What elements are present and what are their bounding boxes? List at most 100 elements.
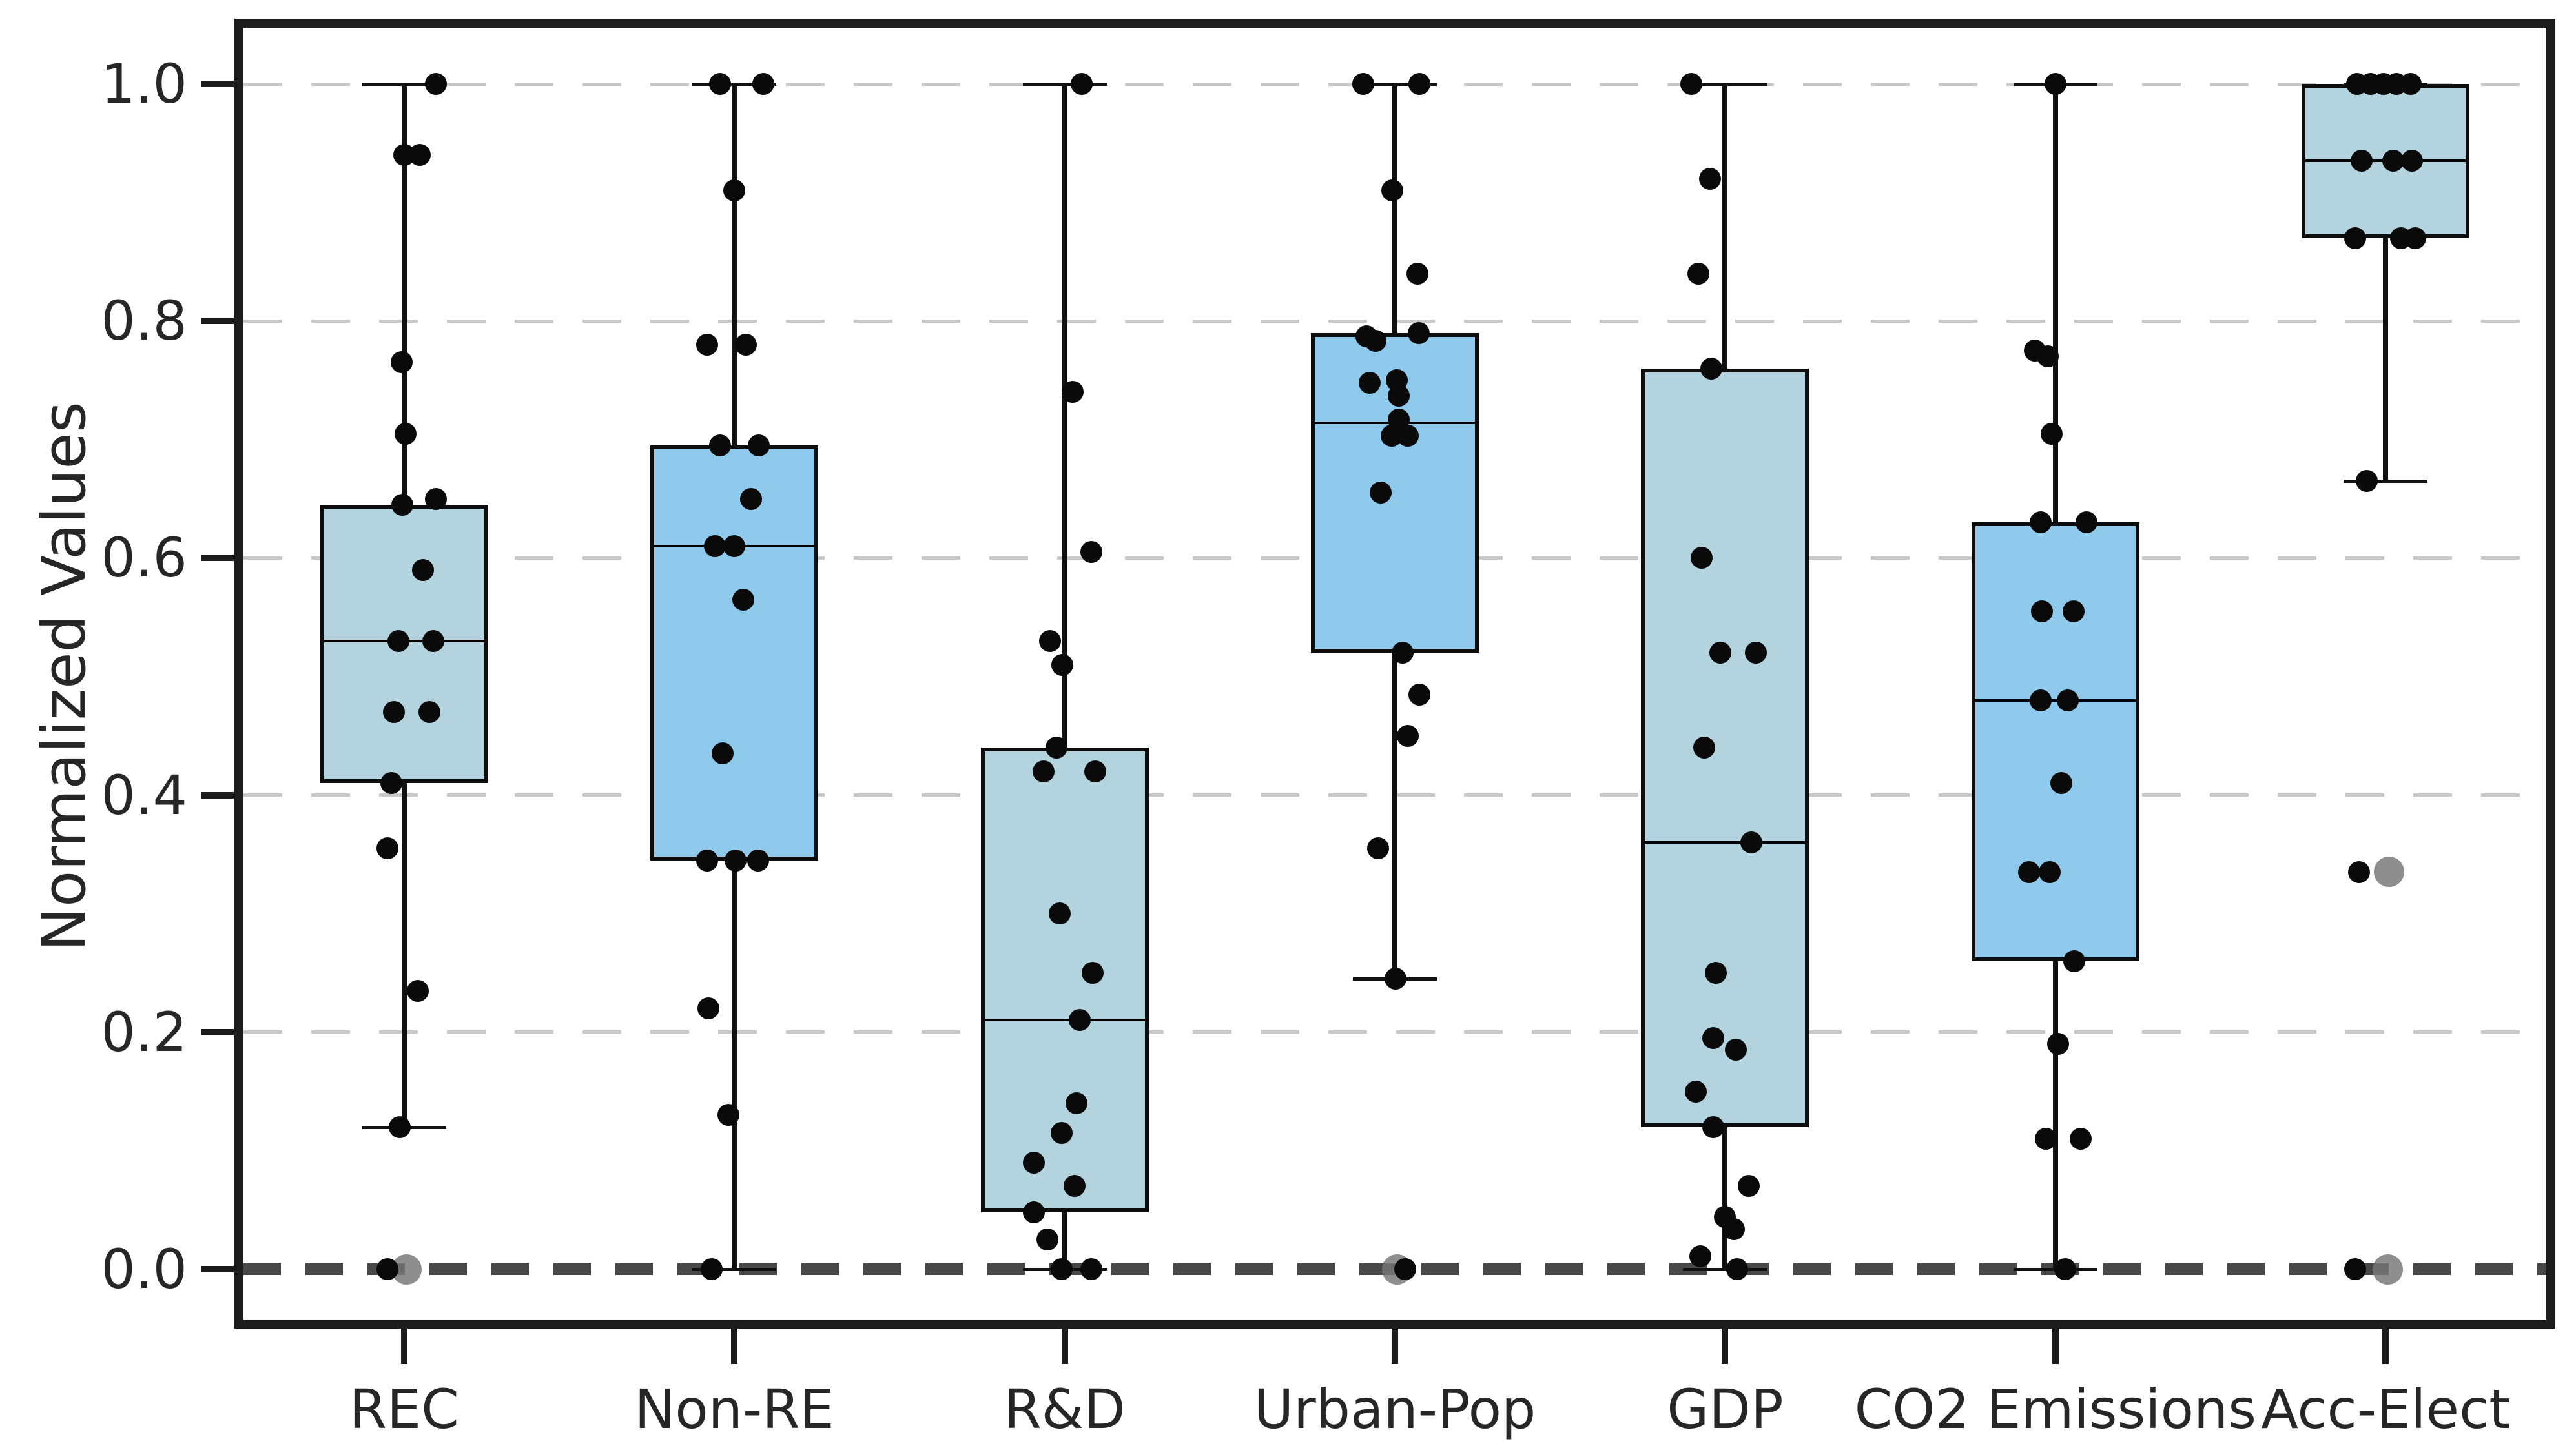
data-point: [1406, 262, 1428, 285]
data-point: [411, 558, 434, 581]
data-point: [1022, 1201, 1045, 1223]
box: [1971, 522, 2139, 961]
whisker-cap-lower: [692, 1268, 777, 1271]
data-point: [422, 629, 444, 652]
plot-area: [234, 19, 2555, 1329]
data-point: [2034, 1128, 2057, 1150]
x-tick: [1392, 1329, 1398, 1364]
data-point: [732, 588, 755, 611]
whisker: [2383, 84, 2389, 482]
x-tick-label: GDP: [1667, 1378, 1784, 1441]
data-point: [418, 701, 440, 724]
y-axis-label: Normalized Values: [30, 402, 99, 952]
data-point: [424, 487, 447, 510]
data-point: [696, 849, 719, 872]
data-point: [1685, 1080, 1707, 1103]
y-tick: [201, 81, 234, 87]
data-point: [740, 487, 763, 510]
data-point: [2038, 861, 2061, 883]
y-tick: [201, 555, 234, 562]
data-point: [2063, 950, 2085, 972]
x-tick-label: CO2 Emissions: [1854, 1378, 2257, 1441]
median-line: [984, 1019, 1145, 1022]
data-point: [2400, 73, 2422, 95]
whisker-cap-upper: [1022, 83, 1107, 86]
data-point: [1068, 1009, 1091, 1032]
data-point: [1063, 1175, 1086, 1198]
whisker-cap-upper: [1353, 83, 1437, 86]
data-point: [2062, 600, 2085, 623]
data-point: [1036, 1229, 1058, 1251]
data-point: [1080, 1258, 1102, 1280]
data-point: [2030, 600, 2053, 623]
data-point: [424, 73, 447, 95]
data-point: [2029, 511, 2052, 534]
box: [1641, 368, 1809, 1127]
data-point: [2056, 689, 2079, 711]
data-point: [1388, 384, 1410, 407]
data-point: [1702, 1116, 1725, 1138]
x-tick: [1061, 1329, 1068, 1364]
data-point: [1702, 1026, 1725, 1049]
data-point: [1723, 1218, 1746, 1240]
data-point: [2356, 470, 2378, 493]
data-point: [709, 434, 732, 456]
data-point: [1048, 902, 1071, 925]
data-point: [1365, 330, 1386, 352]
data-point: [2054, 1258, 2076, 1280]
data-point: [1359, 371, 1381, 394]
data-point: [387, 629, 409, 652]
data-point: [1691, 547, 1713, 569]
data-point: [752, 73, 775, 95]
data-point: [1045, 737, 1067, 759]
data-point: [1352, 73, 1374, 95]
data-point: [406, 979, 429, 1002]
data-point: [1738, 1175, 1760, 1198]
whisker: [1062, 84, 1067, 1269]
x-tick-label: Urban-Pop: [1253, 1378, 1536, 1441]
data-point: [748, 434, 770, 456]
y-tick-label: 0.0: [101, 1238, 187, 1301]
data-point: [1709, 642, 1732, 664]
data-point: [2017, 861, 2040, 883]
data-point: [2040, 422, 2063, 445]
y-tick-label: 0.2: [101, 1000, 187, 1064]
data-point: [1397, 724, 1419, 747]
data-point: [1408, 321, 1430, 344]
data-point: [1392, 642, 1414, 664]
data-point: [1084, 760, 1106, 782]
data-point: [697, 997, 720, 1020]
data-point: [2348, 861, 2371, 883]
data-point: [1680, 73, 1703, 95]
whisker-cap-lower: [2344, 480, 2428, 484]
whisker-cap-upper: [1683, 83, 1767, 86]
box: [650, 445, 819, 861]
x-tick-label: REC: [349, 1378, 459, 1441]
whisker-cap-lower: [1683, 1268, 1767, 1271]
data-point: [1693, 737, 1716, 759]
data-point: [1381, 179, 1403, 202]
data-point: [2401, 150, 2424, 172]
data-point: [2344, 227, 2367, 249]
data-point: [1700, 357, 1723, 380]
data-point: [723, 535, 746, 558]
outlier-point: [2372, 1254, 2403, 1285]
data-point: [388, 1116, 411, 1138]
y-tick: [201, 318, 234, 325]
data-point: [1745, 642, 1767, 664]
y-tick-label: 0.4: [101, 763, 187, 827]
data-point: [394, 422, 417, 445]
data-point: [712, 742, 734, 765]
data-point: [1022, 1151, 1045, 1174]
data-point: [696, 333, 719, 356]
data-point: [1038, 629, 1061, 652]
data-point: [735, 333, 757, 356]
y-tick-label: 0.8: [101, 289, 187, 353]
data-point: [1408, 683, 1430, 706]
data-point: [391, 493, 413, 516]
data-point: [747, 849, 770, 872]
data-point: [701, 1258, 723, 1280]
x-tick: [2052, 1329, 2059, 1364]
outlier-point: [2373, 857, 2404, 888]
data-point: [723, 179, 746, 202]
